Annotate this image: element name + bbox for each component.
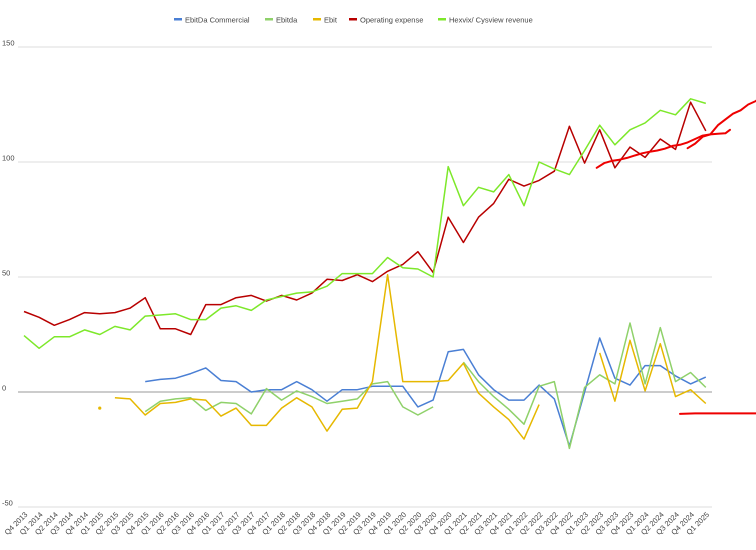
legend-label: Ebit <box>324 16 338 25</box>
legend-label: EbitDa Commercial <box>185 16 250 25</box>
series-line <box>462 322 707 450</box>
legend-swatch <box>313 18 321 21</box>
gridlines <box>18 46 712 508</box>
series-line <box>145 337 707 447</box>
legend-label: Ebitda <box>276 16 298 25</box>
legend-label: Hexvix/ Cysview revenue <box>449 16 533 25</box>
trend-annotation-line <box>679 412 756 415</box>
series-line <box>23 98 707 350</box>
trend-annotation-line <box>686 99 756 150</box>
legend-swatch <box>438 18 446 21</box>
y-tick-label: 150 <box>2 39 15 48</box>
legend-swatch <box>174 18 182 21</box>
y-axis-tick-labels: -50 0 50 100 150 <box>2 39 15 508</box>
series-line <box>23 101 707 336</box>
y-tick-label: 100 <box>2 154 15 163</box>
data-point <box>98 406 102 410</box>
legend-swatch <box>265 18 273 21</box>
legend-swatch <box>349 18 357 21</box>
legend-label: Operating expense <box>360 16 423 25</box>
series-line <box>144 380 434 416</box>
y-tick-label: -50 <box>2 499 13 508</box>
y-tick-label: 0 <box>2 384 6 393</box>
series-lines <box>23 98 707 450</box>
series-line <box>114 273 540 440</box>
trend-lines <box>595 99 756 415</box>
series-line <box>598 339 707 405</box>
legend: EbitDa Commercial Ebitda Ebit Operating exp… <box>174 16 533 25</box>
y-tick-label: 50 <box>2 269 10 278</box>
